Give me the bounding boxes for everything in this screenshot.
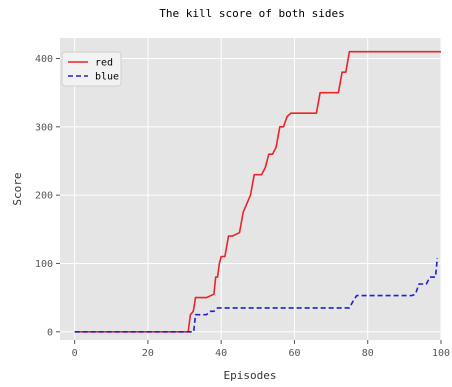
y-tick-label: 100: [35, 259, 53, 270]
plot-area: [60, 38, 441, 340]
legend-box: [61, 51, 122, 87]
y-tick-label: 300: [35, 122, 53, 133]
legend: red blue: [61, 51, 122, 87]
series-line-red: [74, 50, 441, 333]
legend-blue-label: blue: [95, 72, 119, 83]
chart-title: The kill score of both sides: [159, 7, 344, 20]
y-axis-ticks: 0 100 200 300 400: [35, 54, 60, 338]
y-tick-label: 400: [35, 54, 53, 65]
x-tick-label: 40: [215, 348, 227, 359]
x-tick-label: 0: [72, 348, 78, 359]
x-tick-label: 100: [432, 348, 450, 359]
x-axis-label: Episodes: [224, 369, 277, 382]
legend-red-label: red: [95, 58, 113, 69]
series-lines: [74, 50, 441, 333]
y-tick-label: 200: [35, 191, 53, 202]
y-tick-label: 0: [47, 327, 53, 338]
x-axis-ticks: 0 20 40 60 80 100: [72, 340, 450, 359]
series-line-blue: [74, 257, 439, 333]
y-axis-label: Score: [11, 172, 24, 205]
x-tick-label: 80: [362, 348, 374, 359]
x-tick-label: 60: [288, 348, 300, 359]
x-tick-label: 20: [142, 348, 154, 359]
